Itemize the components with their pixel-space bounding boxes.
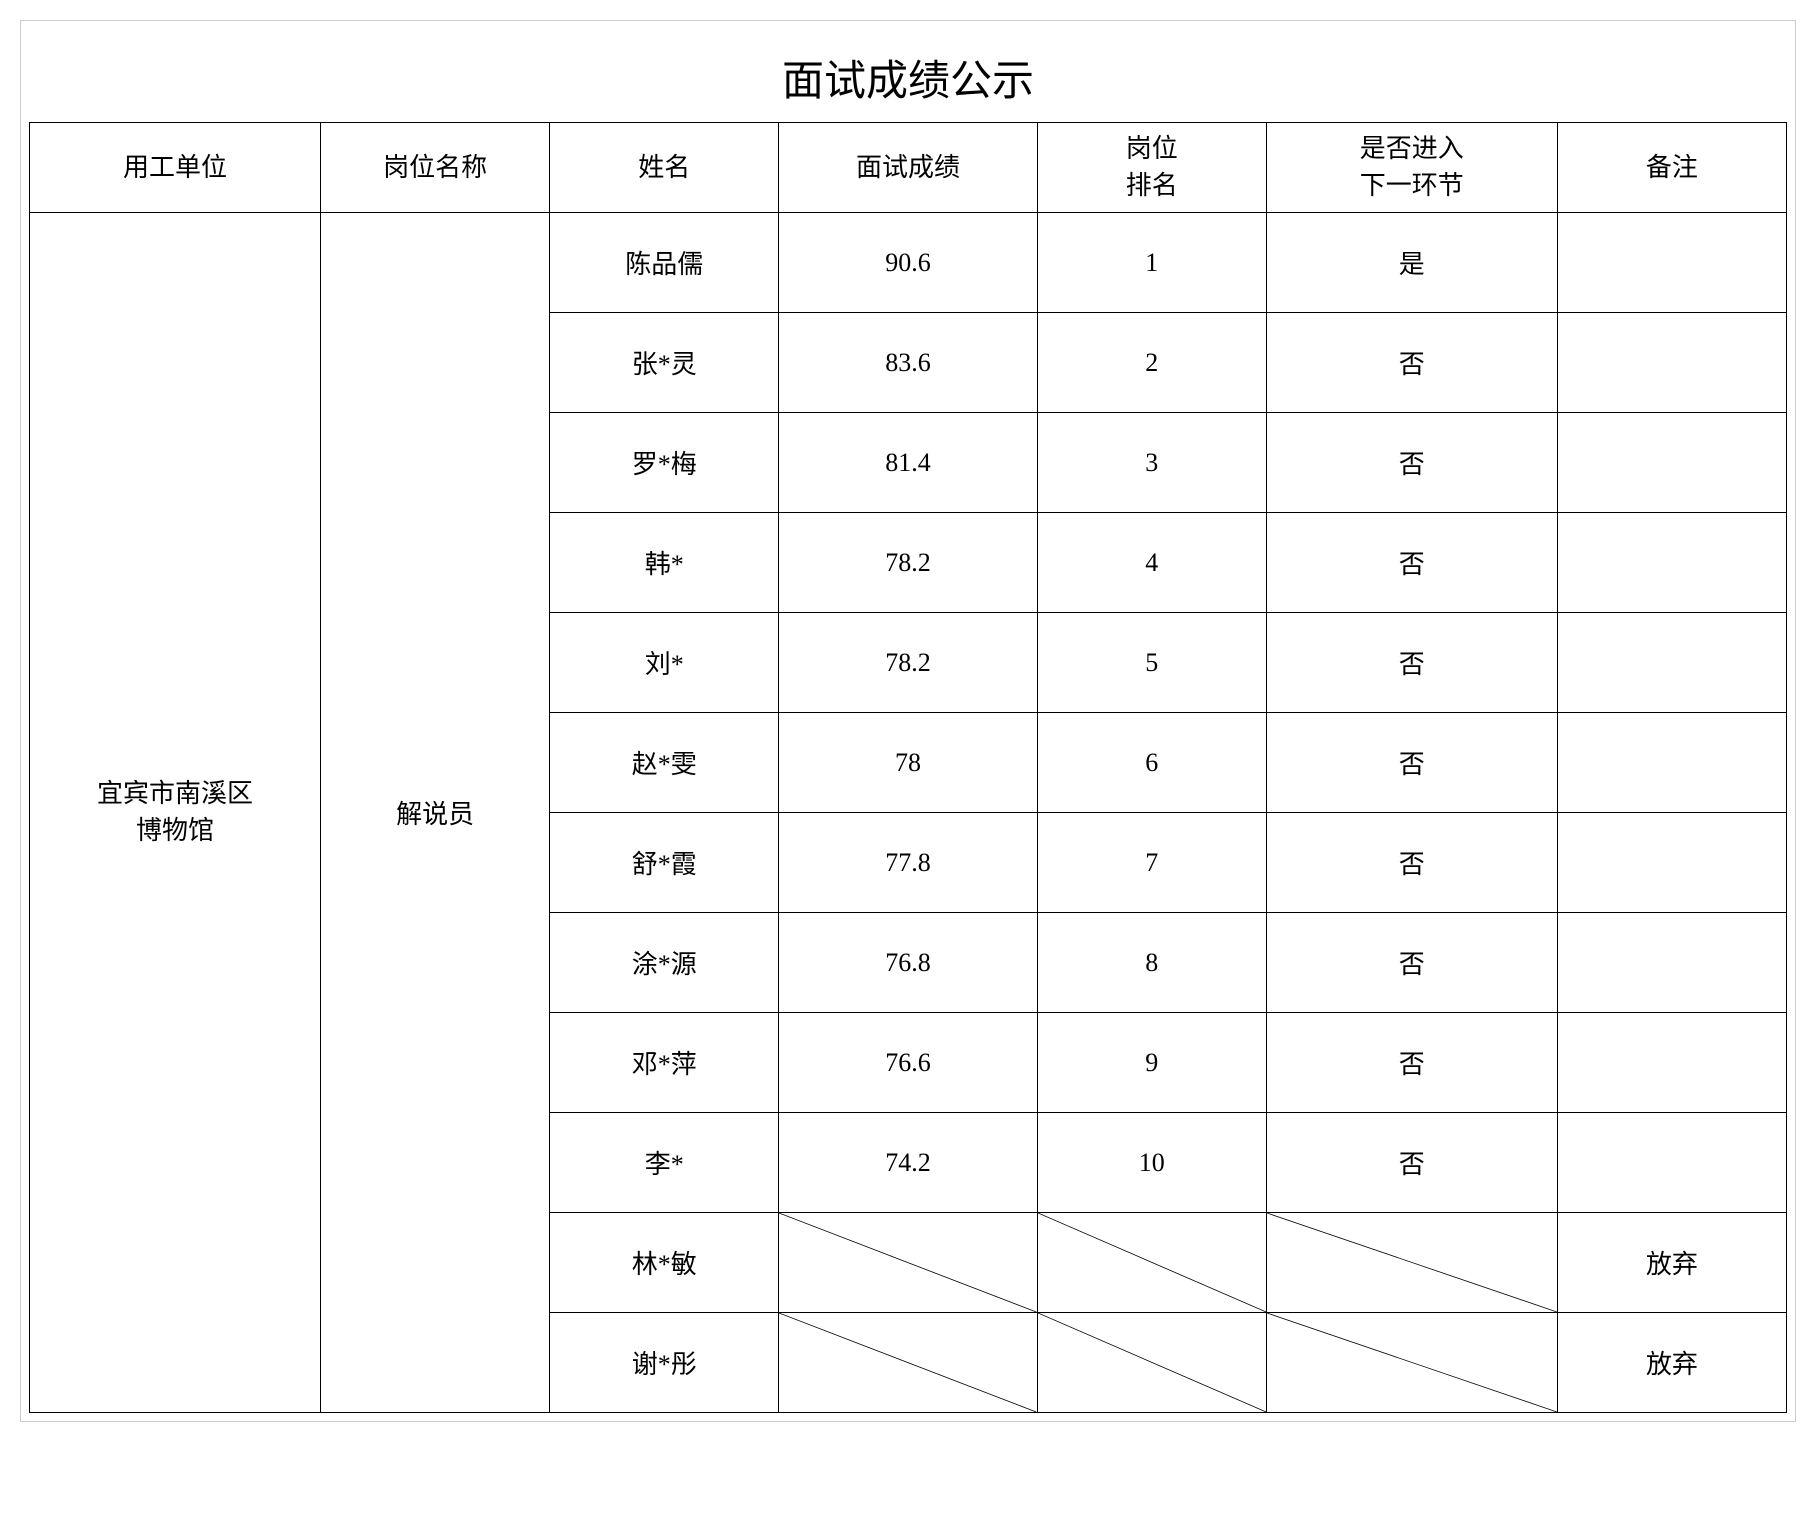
cell-score: 77.8 (779, 813, 1037, 913)
cell-score: 81.4 (779, 413, 1037, 513)
cell-remark (1557, 513, 1786, 613)
cell-score: 76.8 (779, 913, 1037, 1013)
cell-name: 韩* (550, 513, 779, 613)
cell-name: 舒*霞 (550, 813, 779, 913)
cell-score (779, 1313, 1037, 1413)
cell-rank: 10 (1037, 1113, 1266, 1213)
cell-next: 否 (1266, 713, 1557, 813)
cell-score: 83.6 (779, 313, 1037, 413)
cell-rank: 1 (1037, 213, 1266, 313)
cell-next: 是 (1266, 213, 1557, 313)
cell-remark (1557, 613, 1786, 713)
cell-rank: 2 (1037, 313, 1266, 413)
cell-next: 否 (1266, 513, 1557, 613)
cell-next: 否 (1266, 1113, 1557, 1213)
cell-name: 谢*彤 (550, 1313, 779, 1413)
cell-score: 90.6 (779, 213, 1037, 313)
cell-remark (1557, 1113, 1786, 1213)
cell-remark (1557, 913, 1786, 1013)
cell-rank: 8 (1037, 913, 1266, 1013)
cell-name: 罗*梅 (550, 413, 779, 513)
cell-score: 76.6 (779, 1013, 1037, 1113)
employer-line2: 博物馆 (136, 816, 214, 845)
cell-next (1266, 1213, 1557, 1313)
cell-name: 邓*萍 (550, 1013, 779, 1113)
document-container: 面试成绩公示 用工单位 岗位名称 姓名 面试成绩 岗位 排名 是否进入 (20, 20, 1796, 1422)
cell-position: 解说员 (321, 213, 550, 1413)
cell-rank: 7 (1037, 813, 1266, 913)
cell-next: 否 (1266, 1013, 1557, 1113)
cell-name: 陈品儒 (550, 213, 779, 313)
cell-remark (1557, 713, 1786, 813)
header-rank-line2: 排名 (1126, 171, 1178, 200)
header-score: 面试成绩 (779, 123, 1037, 213)
cell-name: 涂*源 (550, 913, 779, 1013)
cell-name: 林*敏 (550, 1213, 779, 1313)
cell-name: 李* (550, 1113, 779, 1213)
cell-name: 赵*雯 (550, 713, 779, 813)
table-header-row: 用工单位 岗位名称 姓名 面试成绩 岗位 排名 是否进入 下一环节 备注 (30, 123, 1787, 213)
cell-next: 否 (1266, 913, 1557, 1013)
cell-rank (1037, 1213, 1266, 1313)
cell-score: 78.2 (779, 513, 1037, 613)
header-remark: 备注 (1557, 123, 1786, 213)
header-next-line1: 是否进入 (1360, 134, 1464, 163)
header-rank: 岗位 排名 (1037, 123, 1266, 213)
cell-rank: 9 (1037, 1013, 1266, 1113)
cell-score (779, 1213, 1037, 1313)
cell-remark (1557, 313, 1786, 413)
results-table: 用工单位 岗位名称 姓名 面试成绩 岗位 排名 是否进入 下一环节 备注 宜宾市… (29, 122, 1787, 1413)
cell-next: 否 (1266, 313, 1557, 413)
cell-remark (1557, 813, 1786, 913)
cell-remark (1557, 413, 1786, 513)
cell-remark (1557, 213, 1786, 313)
cell-score: 78.2 (779, 613, 1037, 713)
header-rank-line1: 岗位 (1126, 134, 1178, 163)
cell-employer: 宜宾市南溪区博物馆 (30, 213, 321, 1413)
cell-remark: 放弃 (1557, 1313, 1786, 1413)
cell-name: 张*灵 (550, 313, 779, 413)
cell-remark: 放弃 (1557, 1213, 1786, 1313)
cell-remark (1557, 1013, 1786, 1113)
table-body: 宜宾市南溪区博物馆解说员陈品儒90.61是张*灵83.62否罗*梅81.43否韩… (30, 213, 1787, 1413)
cell-rank: 3 (1037, 413, 1266, 513)
employer-line1: 宜宾市南溪区 (97, 779, 253, 808)
header-position: 岗位名称 (321, 123, 550, 213)
cell-next: 否 (1266, 813, 1557, 913)
cell-name: 刘* (550, 613, 779, 713)
header-next: 是否进入 下一环节 (1266, 123, 1557, 213)
header-employer: 用工单位 (30, 123, 321, 213)
page-title: 面试成绩公示 (29, 29, 1787, 122)
cell-rank: 5 (1037, 613, 1266, 713)
cell-next (1266, 1313, 1557, 1413)
cell-rank: 6 (1037, 713, 1266, 813)
header-name: 姓名 (550, 123, 779, 213)
cell-rank: 4 (1037, 513, 1266, 613)
cell-next: 否 (1266, 613, 1557, 713)
table-row: 宜宾市南溪区博物馆解说员陈品儒90.61是 (30, 213, 1787, 313)
cell-rank (1037, 1313, 1266, 1413)
cell-next: 否 (1266, 413, 1557, 513)
cell-score: 78 (779, 713, 1037, 813)
cell-score: 74.2 (779, 1113, 1037, 1213)
header-next-line2: 下一环节 (1360, 171, 1464, 200)
